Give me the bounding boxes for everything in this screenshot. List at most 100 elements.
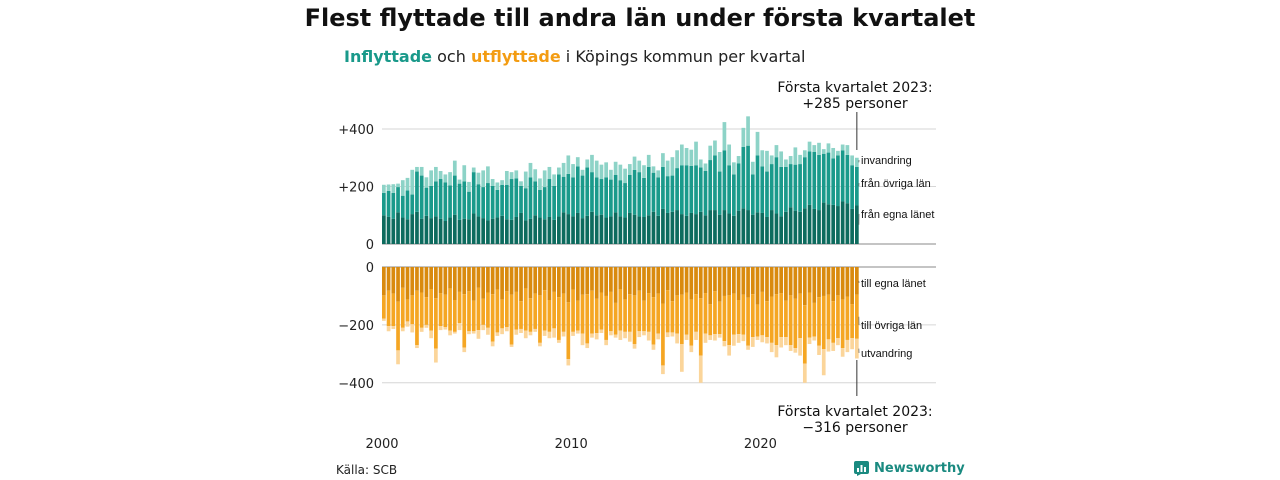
bar-in-segment (845, 154, 850, 204)
bar-in-segment (495, 182, 500, 190)
bar-in-segment (642, 216, 646, 244)
bar-out-segment (400, 267, 405, 288)
bar-out-segment (481, 298, 486, 325)
bar-in-segment (637, 172, 642, 217)
bar-in-segment (755, 131, 760, 156)
bar-out-segment (656, 293, 661, 334)
bar-in-segment (746, 145, 750, 211)
bar-out-segment (750, 337, 755, 347)
bar-out-segment (855, 267, 859, 295)
bar-out-segment (561, 293, 566, 332)
bar-in-segment (557, 167, 561, 175)
bar-in-segment (552, 219, 556, 244)
bar-in-segment (755, 155, 760, 213)
bar-out-segment (784, 267, 788, 301)
bar-in-segment (684, 165, 689, 216)
bar-out-segment (732, 334, 736, 346)
y-tick-label-bottom: −200 (338, 319, 374, 334)
bar-in-segment (462, 218, 467, 244)
bar-in-segment (793, 210, 798, 244)
bar-out-segment (471, 331, 476, 334)
bar-out-segment (495, 267, 500, 290)
bar-out-segment (765, 267, 769, 302)
bar-in-segment (405, 177, 410, 191)
bar-in-segment (732, 215, 736, 244)
series-label-in: invandring (861, 155, 912, 167)
bar-out-segment (694, 331, 698, 340)
bar-in-segment (670, 211, 675, 244)
bar-in-segment (727, 213, 731, 244)
bar-in-segment (637, 216, 642, 244)
bar-out-segment (523, 330, 528, 339)
bar-in-segment (632, 156, 637, 170)
bar-in-segment (802, 150, 807, 158)
bar-in-segment (396, 183, 400, 188)
bar-in-segment (457, 183, 462, 220)
bar-out-segment (490, 294, 495, 342)
bar-in-segment (613, 175, 618, 213)
bar-in-segment (788, 156, 793, 165)
bar-in-segment (528, 177, 533, 219)
bar-out-segment (424, 297, 429, 325)
bar-out-segment (779, 337, 784, 348)
bar-out-segment (410, 324, 415, 333)
bar-in-segment (419, 218, 424, 244)
bar-out-segment (457, 267, 462, 292)
bar-out-segment (476, 330, 481, 339)
bar-in-segment (415, 171, 419, 212)
bar-out-segment (746, 267, 750, 298)
bar-in-segment (571, 177, 575, 217)
bar-out-segment (774, 267, 779, 295)
bar-in-segment (661, 166, 665, 209)
bar-in-segment (779, 151, 784, 167)
bar-out-segment (684, 267, 689, 293)
bar-out-segment (812, 267, 817, 303)
bar-out-segment (807, 337, 812, 345)
bar-out-segment (646, 331, 651, 341)
bar-in-segment (500, 180, 504, 185)
bar-out-segment (732, 267, 736, 294)
annotation-bottom-line: Första kvartalet 2023: (777, 404, 932, 420)
bar-in-segment (462, 181, 467, 219)
bar-in-segment (552, 174, 556, 186)
bar-in-segment (708, 145, 713, 161)
bar-out-segment (519, 267, 523, 302)
bar-in-segment (637, 160, 642, 173)
bar-in-segment (443, 182, 448, 221)
bar-out-segment (448, 267, 452, 289)
bar-in-segment (500, 215, 504, 244)
bar-out-segment (642, 267, 646, 301)
bar-out-segment (599, 329, 604, 333)
bar-out-segment (429, 330, 433, 339)
bar-out-segment (788, 295, 793, 346)
bar-out-segment (665, 332, 670, 338)
bar-out-segment (523, 267, 528, 289)
bar-out-segment (504, 291, 509, 328)
bar-in-segment (817, 154, 821, 211)
bar-in-segment (575, 166, 580, 213)
bar-out-segment (594, 267, 599, 299)
bar-out-segment (429, 267, 433, 289)
bar-out-segment (746, 345, 750, 350)
bar-in-segment (405, 190, 410, 220)
bar-out-segment (419, 267, 424, 293)
bar-out-segment (557, 339, 561, 343)
bar-out-segment (765, 337, 769, 344)
bar-in-segment (741, 127, 746, 147)
bar-in-segment (670, 157, 675, 176)
bar-in-segment (684, 215, 689, 244)
bar-in-segment (661, 208, 665, 244)
bar-in-segment (646, 166, 651, 216)
bar-in-segment (831, 147, 836, 159)
bar-out-segment (670, 332, 675, 337)
bar-in-segment (552, 185, 556, 220)
bar-in-segment (561, 176, 566, 213)
bar-out-segment (533, 267, 538, 294)
bar-in-segment (784, 166, 788, 212)
bar-in-segment (547, 166, 552, 180)
bar-in-segment (462, 165, 467, 182)
bar-in-segment (627, 164, 632, 175)
bar-out-segment (490, 267, 495, 295)
bar-in-segment (618, 216, 623, 244)
